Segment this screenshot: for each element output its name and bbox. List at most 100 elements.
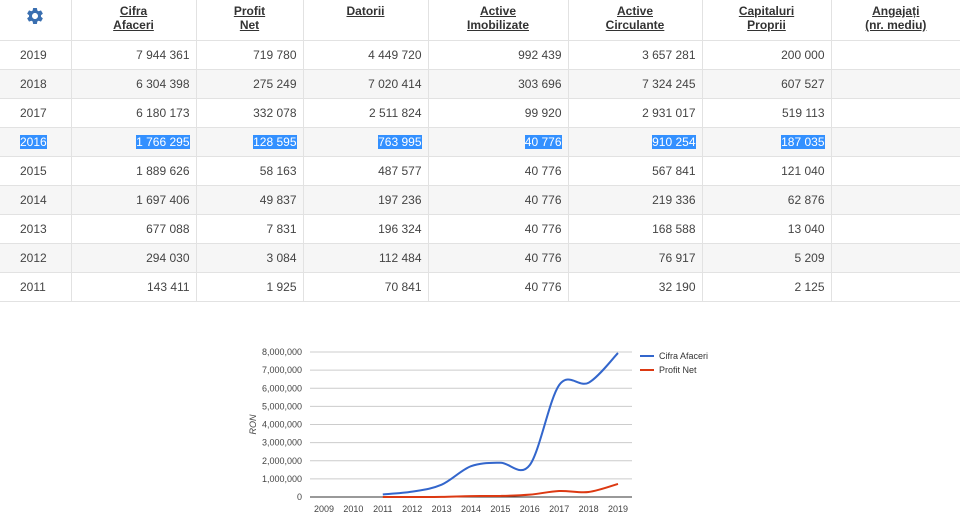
- cell-cap: 5 209: [701, 242, 832, 273]
- cell-cifra: 7 944 361: [70, 39, 197, 70]
- cell-datorii: 70 841: [302, 271, 429, 302]
- series-line-0: [382, 352, 619, 496]
- x-tick-label: 2018: [579, 504, 599, 514]
- gear-icon[interactable]: [25, 6, 45, 26]
- cell-circ: 567 841: [567, 155, 703, 186]
- cell-datorii: 112 484: [302, 242, 429, 273]
- cell-cap: 607 527: [701, 68, 832, 99]
- cell-datorii: 4 449 720: [302, 39, 429, 70]
- col-header-datorii[interactable]: Datorii: [302, 0, 429, 41]
- cell-circ: 76 917: [567, 242, 703, 273]
- settings-cell: [0, 0, 72, 41]
- x-tick-label: 2016: [520, 504, 540, 514]
- col-header-active-imobilizate[interactable]: Active Imobilizate: [427, 0, 569, 41]
- y-tick-label: 2,000,000: [262, 456, 302, 466]
- cell-profit: 3 084: [195, 242, 304, 273]
- cell-circ: 3 657 281: [567, 39, 703, 70]
- cell-circ: 7 324 245: [567, 68, 703, 99]
- cell-year: 2016: [0, 126, 72, 157]
- cell-ang: [830, 184, 960, 215]
- cell-profit: 49 837: [195, 184, 304, 215]
- cell-imob: 303 696: [427, 68, 569, 99]
- cell-circ: 219 336: [567, 184, 703, 215]
- cell-imob: 992 439: [427, 39, 569, 70]
- cell-circ: 910 254: [567, 126, 703, 157]
- table-row[interactable]: 2013 677 088 7 831 196 324 40 776 168 588 13 0…: [0, 213, 960, 244]
- cell-datorii: 196 324: [302, 213, 429, 244]
- table-row[interactable]: 2017 6 180 173 332 078 2 511 824 99 920 2 931…: [0, 97, 960, 128]
- x-tick-label: 2013: [432, 504, 452, 514]
- y-tick-label: 0: [297, 492, 302, 502]
- cell-cifra: 1 766 295: [70, 126, 197, 157]
- cell-ang: [830, 97, 960, 128]
- cell-cap: 121 040: [701, 155, 832, 186]
- cell-ang: [830, 155, 960, 186]
- cell-year: 2013: [0, 213, 72, 244]
- cell-profit: 128 595: [195, 126, 304, 157]
- cell-ang: [830, 213, 960, 244]
- cell-cifra: 143 411: [70, 271, 197, 302]
- cell-profit: 332 078: [195, 97, 304, 128]
- cell-profit: 58 163: [195, 155, 304, 186]
- table-row[interactable]: 2019 7 944 361 719 780 4 449 720 992 439 3 65…: [0, 39, 960, 70]
- x-tick-label: 2009: [314, 504, 334, 514]
- cell-circ: 2 931 017: [567, 97, 703, 128]
- cell-year: 2012: [0, 242, 72, 273]
- cell-circ: 168 588: [567, 213, 703, 244]
- series-line-1: [382, 482, 619, 498]
- financial-table: Cifra Afaceri Profit Net Datorii Active Imo…: [0, 0, 960, 302]
- col-header-profit-net[interactable]: Profit Net: [195, 0, 304, 41]
- col-header-active-circulante[interactable]: Active Circulante: [567, 0, 703, 41]
- table-row[interactable]: 2014 1 697 406 49 837 197 236 40 776 219 336 6…: [0, 184, 960, 215]
- legend-label: Cifra Afaceri: [659, 351, 708, 361]
- cell-ang: [830, 242, 960, 273]
- cell-ang: [830, 271, 960, 302]
- cell-cifra: 1 697 406: [70, 184, 197, 215]
- cell-ang: [830, 126, 960, 157]
- financial-line-chart: 0 1,000,000 2,000,000 3,000,000 4,000,000 5,0…: [248, 347, 708, 514]
- table-row[interactable]: 2015 1 889 626 58 163 487 577 40 776 567 841 1…: [0, 155, 960, 186]
- y-tick-label: 1,000,000: [262, 474, 302, 484]
- cell-datorii: 7 020 414: [302, 68, 429, 99]
- cell-year: 2011: [0, 271, 72, 302]
- cell-datorii: 197 236: [302, 184, 429, 215]
- cell-cifra: 294 030: [70, 242, 197, 273]
- cell-year: 2015: [0, 155, 72, 186]
- cell-profit: 1 925: [195, 271, 304, 302]
- cell-profit: 719 780: [195, 39, 304, 70]
- y-tick-label: 8,000,000: [262, 347, 302, 357]
- cell-imob: 99 920: [427, 97, 569, 128]
- y-tick-label: 6,000,000: [262, 383, 302, 393]
- col-header-cifra-afaceri[interactable]: Cifra Afaceri: [70, 0, 197, 41]
- cell-year: 2019: [0, 39, 72, 70]
- y-tick-label: 4,000,000: [262, 420, 302, 430]
- col-header-angajati[interactable]: Angajați (nr. mediu): [830, 0, 960, 41]
- cell-imob: 40 776: [427, 184, 569, 215]
- cell-cap: 13 040: [701, 213, 832, 244]
- cell-cap: 519 113: [701, 97, 832, 128]
- x-tick-label: 2011: [373, 504, 392, 514]
- cell-year: 2014: [0, 184, 72, 215]
- cell-cifra: 1 889 626: [70, 155, 197, 186]
- col-header-capitaluri-proprii[interactable]: Capitaluri Proprii: [701, 0, 832, 41]
- x-tick-label: 2019: [608, 504, 628, 514]
- x-tick-label: 2012: [402, 504, 422, 514]
- cell-cap: 62 876: [701, 184, 832, 215]
- table-row[interactable]: 2016 1 766 295 128 595 763 995 40 776 910 254…: [0, 126, 960, 157]
- cell-cifra: 6 304 398: [70, 68, 197, 99]
- cell-profit: 7 831: [195, 213, 304, 244]
- cell-imob: 40 776: [427, 242, 569, 273]
- x-tick-label: 2015: [490, 504, 510, 514]
- table-row[interactable]: 2018 6 304 398 275 249 7 020 414 303 696 7 32…: [0, 68, 960, 99]
- table-row[interactable]: 2012 294 030 3 084 112 484 40 776 76 917 5 209: [0, 242, 960, 273]
- y-tick-label: 3,000,000: [262, 438, 302, 448]
- cell-datorii: 2 511 824: [302, 97, 429, 128]
- cell-imob: 40 776: [427, 155, 569, 186]
- cell-year: 2018: [0, 68, 72, 99]
- cell-ang: [830, 39, 960, 70]
- table-row[interactable]: 2011 143 411 1 925 70 841 40 776 32 190 2 125: [0, 271, 960, 302]
- x-tick-label: 2017: [549, 504, 569, 514]
- cell-datorii: 487 577: [302, 155, 429, 186]
- legend-label: Profit Net: [659, 365, 697, 375]
- cell-ang: [830, 68, 960, 99]
